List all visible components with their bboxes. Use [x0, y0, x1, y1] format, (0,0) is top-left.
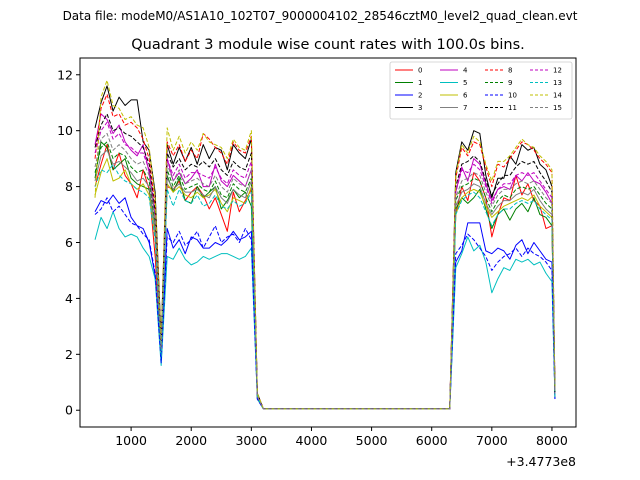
ticks-layer: 1000 2000 3000 4000 5000 6000 7000 800002468101… [57, 67, 568, 448]
y-tick-label: 12 [57, 67, 73, 82]
x-tick-label: 1000 [115, 433, 147, 448]
legend-label-11: 11 [508, 104, 517, 112]
legend-label-5: 5 [463, 79, 467, 87]
legend-label-1: 1 [418, 79, 422, 87]
y-tick-label: 10 [57, 123, 73, 138]
series-line-14 [94, 79, 556, 410]
x-tick-label: 5000 [356, 433, 388, 448]
legend-label-2: 2 [418, 92, 422, 100]
y-tick-label: 0 [65, 403, 73, 418]
series-line-15 [94, 132, 556, 410]
y-tick-label: 6 [65, 235, 73, 250]
y-tick-label: 2 [65, 347, 73, 362]
legend-label-4: 4 [463, 67, 468, 75]
x-tick-label: 2000 [175, 433, 207, 448]
legend-label-9: 9 [508, 79, 512, 87]
series-line-10 [94, 197, 556, 410]
legend-label-8: 8 [508, 67, 512, 75]
legend-label-3: 3 [418, 104, 422, 112]
x-tick-label: 8000 [536, 433, 568, 448]
series-line-12 [94, 121, 556, 410]
legend-label-7: 7 [463, 104, 467, 112]
series-layer [94, 79, 556, 410]
legend-label-10: 10 [508, 92, 517, 100]
legend-label-13: 13 [553, 79, 562, 87]
legend-label-6: 6 [463, 92, 468, 100]
y-tick-label: 4 [65, 291, 73, 306]
x-tick-label: 7000 [476, 433, 508, 448]
x-tick-label: 4000 [296, 433, 328, 448]
x-offset-label: +3.4773e8 [506, 454, 576, 469]
y-tick-label: 8 [65, 179, 73, 194]
chart-title: Quadrant 3 module wise count rates with … [131, 37, 525, 53]
legend-label-14: 14 [553, 92, 562, 100]
legend-label-0: 0 [418, 67, 422, 75]
legend-frame [389, 61, 573, 120]
legend-label-15: 15 [553, 104, 562, 112]
x-tick-label: 6000 [416, 433, 448, 448]
x-tick-label: 3000 [235, 433, 267, 448]
suptitle: Data file: modeM0/AS1A10_102T07_90000041… [63, 9, 578, 23]
legend-label-12: 12 [553, 67, 562, 75]
